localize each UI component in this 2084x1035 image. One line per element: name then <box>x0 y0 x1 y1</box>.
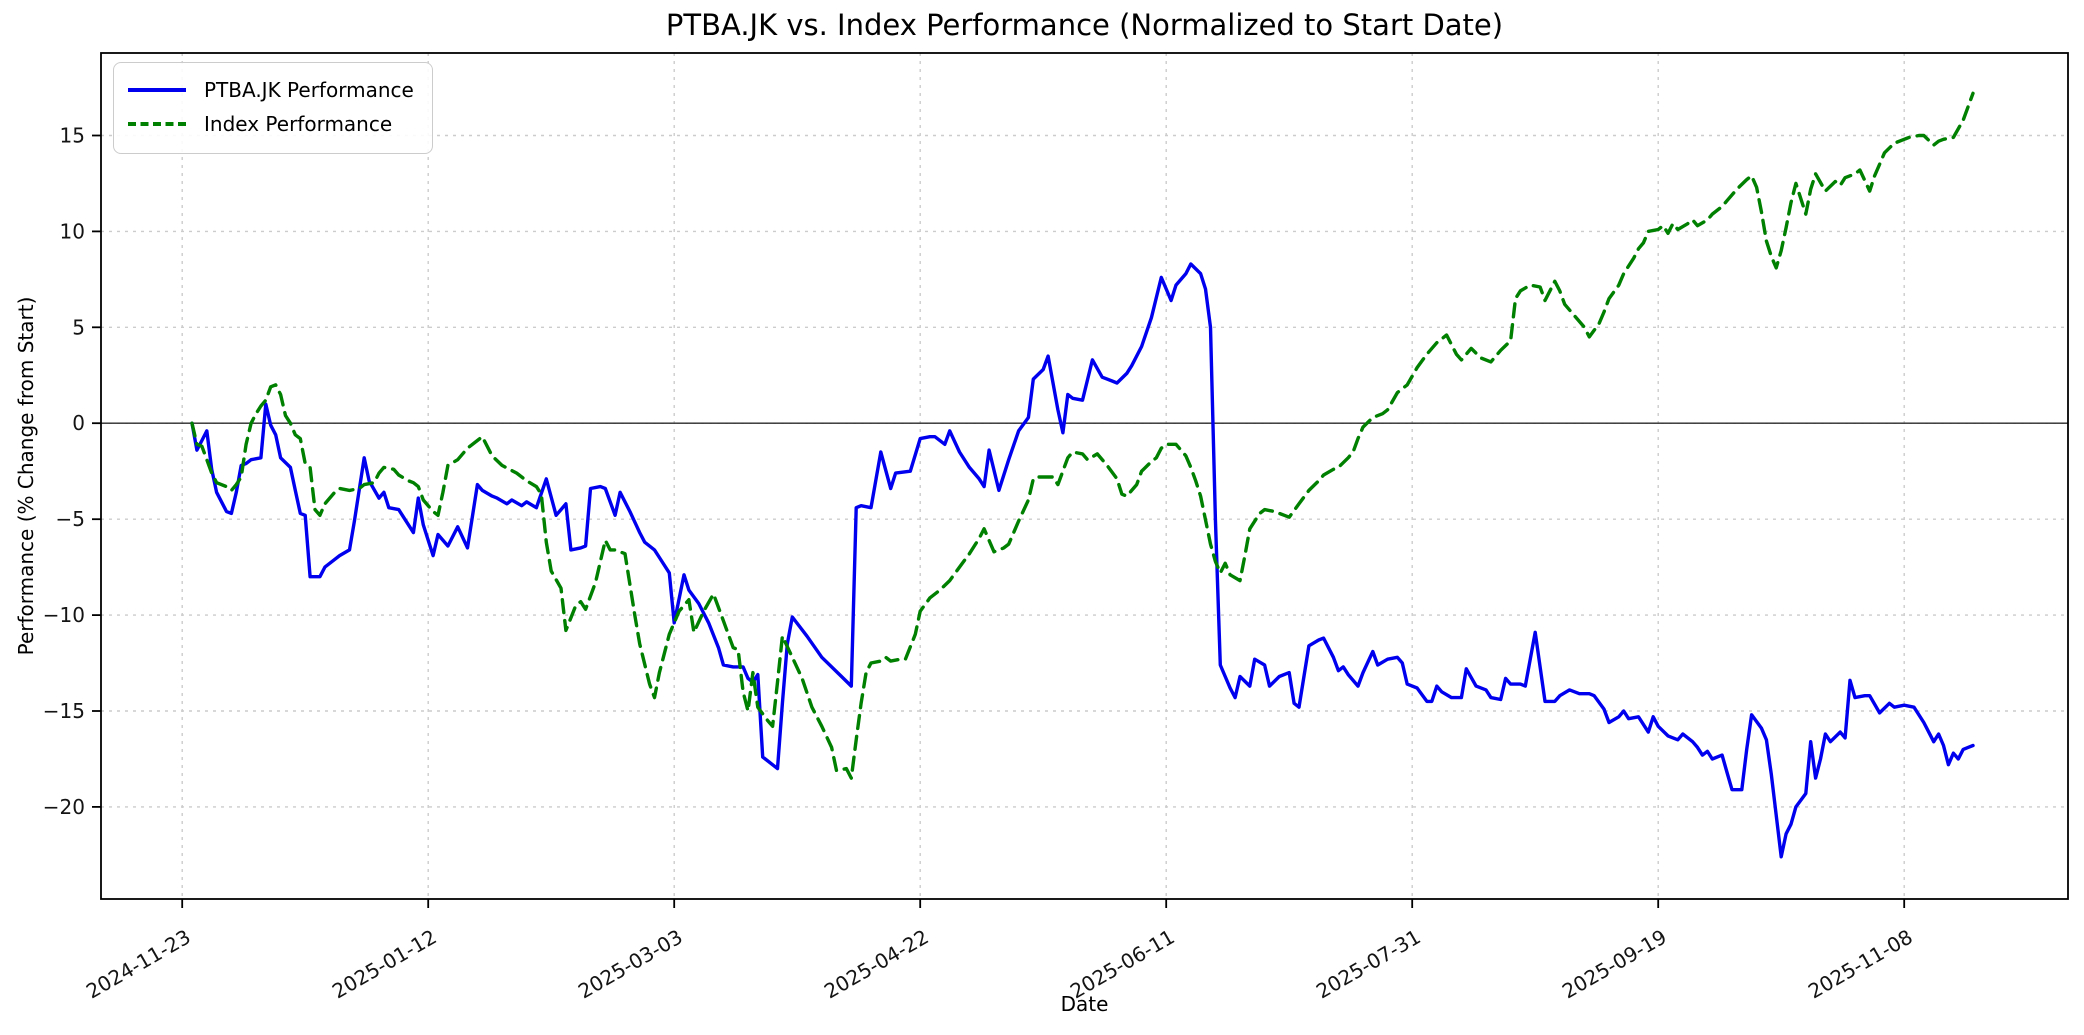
chart-legend: PTBA.JK Performance Index Performance <box>113 62 433 154</box>
legend-item-ptba: PTBA.JK Performance <box>128 73 414 107</box>
y-tick-label: −5 <box>56 507 85 531</box>
y-tick-label: 10 <box>60 219 85 243</box>
y-tick-label: −20 <box>43 795 85 819</box>
legend-label: Index Performance <box>204 112 393 136</box>
y-tick-label: 0 <box>72 411 85 435</box>
y-tick-label: 15 <box>60 124 85 148</box>
y-tick-label: 5 <box>72 315 85 339</box>
index-line <box>190 91 1975 780</box>
ptba-line <box>190 262 1975 859</box>
chart-title: PTBA.JK vs. Index Performance (Normalize… <box>665 8 1504 42</box>
y-tick-label: −10 <box>43 603 85 627</box>
ptba-line-sample-icon <box>128 88 186 92</box>
legend-item-index: Index Performance <box>128 107 414 141</box>
y-tick-label: −15 <box>43 699 85 723</box>
legend-label: PTBA.JK Performance <box>204 78 414 102</box>
x-axis-label: Date <box>1060 992 1109 1016</box>
index-line-sample-icon <box>128 122 186 126</box>
plot-border <box>100 52 2069 900</box>
